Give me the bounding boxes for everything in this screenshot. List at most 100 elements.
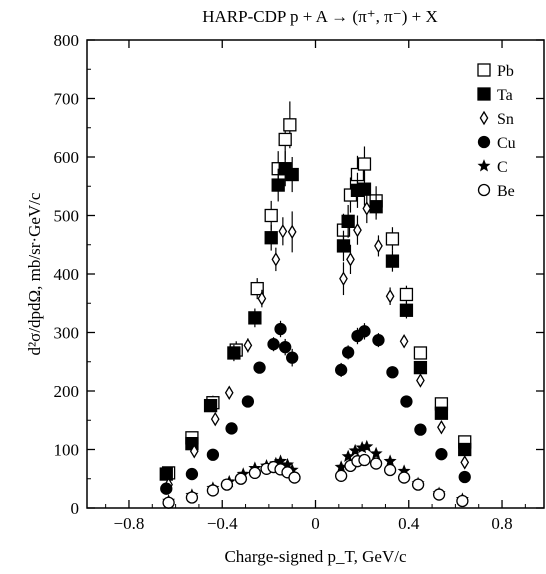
data-point-c: [369, 446, 383, 460]
data-point-ta: [264, 231, 278, 245]
data-point-sn: [460, 455, 470, 470]
data-point-cu: [206, 448, 220, 461]
legend-item-ta: Ta: [477, 87, 513, 104]
legend-item-sn: Sn: [479, 110, 514, 128]
y-tick-label: 600: [54, 148, 80, 167]
series-sn: [164, 193, 470, 492]
data-point-cu: [414, 423, 427, 436]
data-point-cu: [334, 363, 348, 377]
data-point-ta: [285, 167, 299, 182]
data-point-ta: [248, 311, 262, 325]
data-point-pb: [278, 132, 292, 147]
y-tick-label: 0: [71, 499, 80, 518]
data-point-sn: [385, 288, 395, 304]
data-point-sn: [278, 224, 288, 239]
data-point-cu: [458, 470, 471, 484]
data-point-cu: [286, 351, 299, 364]
data-point-pb: [283, 118, 297, 132]
data-point-be: [383, 463, 397, 477]
data-point-sn: [346, 252, 355, 267]
x-tick-label: 0.4: [398, 514, 420, 533]
data-point-sn: [224, 385, 234, 401]
series-cu: [160, 320, 471, 495]
y-tick-label: 800: [54, 31, 80, 50]
legend-label: Ta: [497, 87, 513, 104]
data-point-cu: [160, 482, 173, 495]
data-point-cu: [185, 467, 199, 481]
data-point-sn: [189, 443, 199, 459]
data-point-ta: [369, 200, 383, 214]
y-tick-label: 300: [54, 324, 80, 343]
data-point-cu: [274, 322, 287, 336]
legend-marker-be: [477, 183, 491, 197]
legend-item-be: Be: [477, 183, 515, 200]
data-point-sn: [287, 224, 297, 240]
data-point-sn: [353, 222, 362, 238]
data-point-sn: [339, 271, 348, 286]
data-point-pb: [357, 157, 372, 171]
data-point-be: [220, 478, 234, 491]
legend-item-pb: Pb: [477, 63, 514, 80]
x-axis-title: Charge-signed p_T, GeV/c: [224, 547, 407, 566]
data-point-pb: [250, 281, 264, 296]
legend-label: Cu: [497, 135, 516, 152]
data-point-cu: [372, 333, 385, 347]
data-point-be: [206, 484, 220, 497]
data-point-c: [383, 454, 397, 467]
legend-label: Sn: [497, 111, 514, 128]
legend-marker-sn: [479, 110, 489, 126]
data-point-c: [360, 439, 374, 453]
y-tick-label: 100: [54, 441, 80, 460]
data-point-cu: [435, 448, 448, 461]
data-point-be: [234, 472, 248, 485]
data-point-pb: [264, 208, 278, 223]
data-point-cu: [400, 395, 413, 408]
axes-layer: 0 100 200 300 400 500 600 700 800 −0.8 −0.4 0 0.4 0.8…: [25, 31, 545, 566]
title-layer: HARP-CDP p + A → (π⁺, π⁻) + X: [202, 7, 438, 26]
data-point-ta: [385, 254, 400, 268]
legend-label: Be: [497, 183, 515, 200]
data-point-be: [334, 469, 348, 482]
data-point-ta: [203, 398, 218, 413]
data-point-cu: [386, 366, 399, 379]
x-tick-label: 0: [311, 514, 320, 533]
data-point-ta: [458, 442, 472, 457]
y-tick-label: 200: [54, 382, 80, 401]
series-be: [162, 453, 469, 509]
data-point-sn: [416, 373, 425, 388]
legend-marker-c: [477, 159, 491, 172]
data-point-ta: [413, 360, 428, 375]
data-point-be: [358, 453, 371, 467]
data-point-ta: [159, 467, 173, 481]
data-point-cu: [241, 395, 255, 408]
data-point-be: [397, 471, 411, 484]
data-point-ta: [227, 346, 241, 360]
data-point-cu: [358, 325, 371, 338]
data-point-pb: [385, 232, 400, 246]
data-point-ta: [357, 182, 372, 196]
series-pb: [161, 101, 472, 480]
data-point-ta: [271, 178, 285, 192]
series-ta: [159, 151, 472, 481]
data-point-pb: [413, 346, 428, 360]
data-point-be: [369, 457, 383, 470]
series-layer: [159, 101, 472, 509]
y-tick-label: 700: [54, 90, 80, 109]
y-tick-label: 500: [54, 207, 80, 226]
data-point-be: [162, 496, 175, 509]
data-point-sn: [437, 420, 446, 435]
data-point-sn: [362, 201, 372, 216]
data-point-cu: [279, 340, 292, 354]
data-point-sn: [210, 411, 220, 427]
data-point-sn: [243, 338, 253, 353]
data-point-sn: [257, 291, 267, 306]
data-point-be: [411, 478, 425, 491]
legend-marker-pb: [477, 63, 491, 77]
legend-item-cu: Cu: [477, 135, 516, 152]
data-point-be: [288, 471, 301, 484]
data-point-be: [456, 494, 469, 508]
legend-marker-cu: [477, 135, 491, 149]
data-point-cu: [341, 346, 355, 359]
data-point-be: [248, 466, 262, 480]
